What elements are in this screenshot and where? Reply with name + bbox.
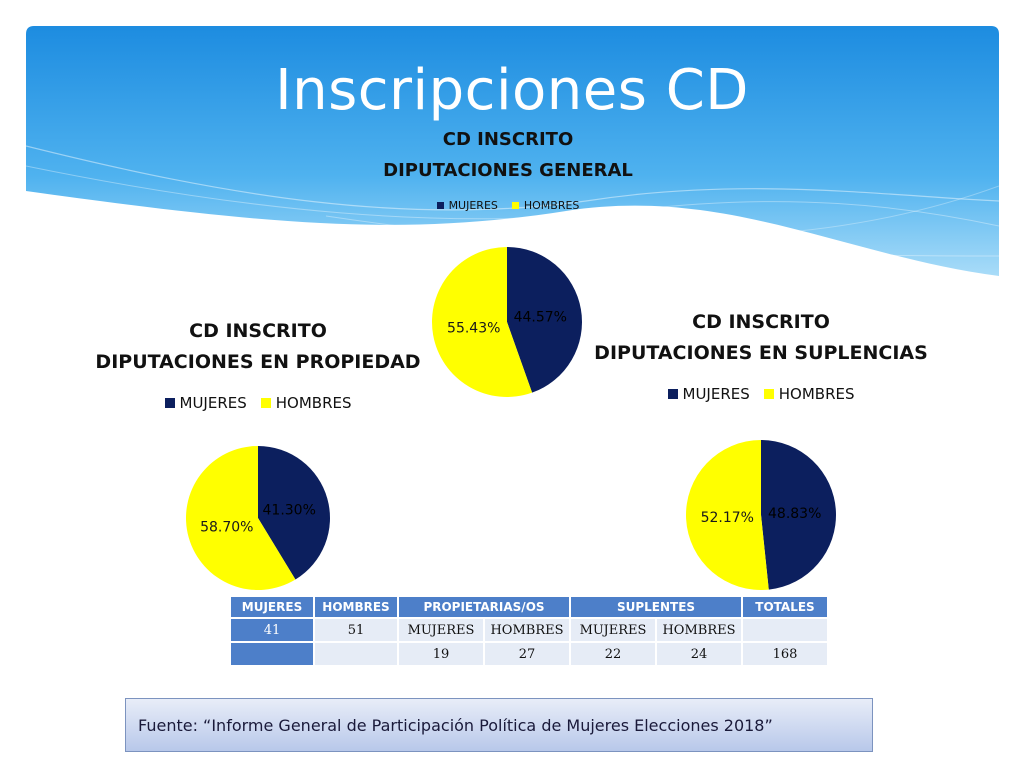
legend-item-hombres: HOMBRES — [511, 199, 580, 212]
table-header-cell: HOMBRES — [315, 597, 397, 617]
pie-chart-general: 44.57% 55.43% — [432, 247, 582, 397]
chart-suplencias-title-line2: DIPUTACIONES EN SUPLENCIAS — [594, 342, 928, 364]
chart-propiedad-title: CD INSCRITO DIPUTACIONES EN PROPIEDAD — [70, 316, 446, 378]
table-cell: 27 — [485, 643, 569, 665]
data-label-mujeres: 44.57% — [514, 309, 567, 325]
legend-label: HOMBRES — [523, 199, 580, 212]
legend-label: MUJERES — [682, 385, 750, 403]
data-label-mujeres: 41.30% — [263, 502, 316, 518]
chart-general-title-line2: DIPUTACIONES GENERAL — [383, 160, 633, 181]
table-header-cell: PROPIETARIAS/OS — [399, 597, 569, 617]
header-banner — [26, 26, 999, 276]
chart-propiedad-legend: MUJERES HOMBRES — [70, 394, 446, 412]
table-cell: HOMBRES — [657, 619, 741, 641]
legend-item-mujeres: MUJERES — [436, 199, 498, 212]
legend-item-mujeres: MUJERES — [164, 394, 247, 412]
table-cell: HOMBRES — [485, 619, 569, 641]
chart-general-title: CD INSCRITO DIPUTACIONES GENERAL — [358, 124, 658, 186]
legend-label: MUJERES — [448, 199, 498, 212]
pie-slice-mujeres — [761, 440, 836, 590]
table-header-row: MUJERES HOMBRES PROPIETARIAS/OS SUPLENTE… — [231, 597, 827, 617]
table-cell: 51 — [315, 619, 397, 641]
pie-slice-mujeres — [258, 446, 330, 580]
source-text: Fuente: “Informe General de Participació… — [138, 715, 773, 735]
legend-item-mujeres: MUJERES — [667, 385, 750, 403]
table-row: 19 27 22 24 168 — [231, 643, 827, 665]
legend-label: MUJERES — [179, 394, 247, 412]
pie-slice-hombres — [186, 446, 296, 590]
legend-item-hombres: HOMBRES — [763, 385, 855, 403]
chart-suplencias-legend: MUJERES HOMBRES — [578, 385, 944, 403]
chart-propiedad-title-line2: DIPUTACIONES EN PROPIEDAD — [95, 351, 421, 373]
chart-propiedad-title-line1: CD INSCRITO — [189, 320, 327, 342]
data-label-hombres: 58.70% — [200, 520, 253, 536]
legend-swatch-hombres — [511, 202, 519, 209]
legend-swatch-mujeres — [667, 389, 678, 399]
table-cell: 22 — [571, 643, 655, 665]
table-cell: 19 — [399, 643, 483, 665]
table-cell: MUJERES — [399, 619, 483, 641]
pie-slice-mujeres — [507, 247, 582, 393]
table-cell: MUJERES — [571, 619, 655, 641]
table-row: 41 51 MUJERES HOMBRES MUJERES HOMBRES — [231, 619, 827, 641]
source-note: Fuente: “Informe General de Participació… — [125, 698, 873, 752]
pie-chart-propiedad: 41.30% 58.70% — [186, 446, 330, 590]
legend-swatch-mujeres — [436, 202, 444, 209]
table-cell: 168 — [743, 643, 827, 665]
table-cell — [231, 643, 313, 665]
chart-suplencias-title-line1: CD INSCRITO — [692, 311, 830, 333]
legend-swatch-hombres — [763, 389, 774, 399]
data-label-hombres: 55.43% — [447, 321, 500, 337]
table-cell — [315, 643, 397, 665]
table-header-cell: SUPLENTES — [571, 597, 741, 617]
table-cell: 24 — [657, 643, 741, 665]
chart-general-legend: MUJERES HOMBRES — [358, 199, 658, 212]
table-header-cell: MUJERES — [231, 597, 313, 617]
pie-slice-hombres — [432, 247, 533, 397]
legend-item-hombres: HOMBRES — [260, 394, 352, 412]
legend-swatch-hombres — [260, 398, 271, 408]
legend-swatch-mujeres — [164, 398, 175, 408]
pie-chart-suplencias: 48.83% 52.17% — [686, 440, 836, 590]
chart-suplencias-title: CD INSCRITO DIPUTACIONES EN SUPLENCIAS — [578, 307, 944, 369]
chart-general-title-line1: CD INSCRITO — [442, 129, 574, 150]
slide-title: Inscripciones CD — [275, 58, 749, 123]
pie-slice-hombres — [686, 440, 769, 590]
summary-table: MUJERES HOMBRES PROPIETARIAS/OS SUPLENTE… — [229, 595, 829, 667]
legend-label: HOMBRES — [275, 394, 352, 412]
table-cell: 41 — [231, 619, 313, 641]
legend-label: HOMBRES — [778, 385, 855, 403]
data-label-mujeres: 48.83% — [768, 506, 821, 522]
table-header-cell: TOTALES — [743, 597, 827, 617]
data-label-hombres: 52.17% — [701, 510, 754, 526]
table-cell — [743, 619, 827, 641]
banner-background — [26, 26, 999, 276]
